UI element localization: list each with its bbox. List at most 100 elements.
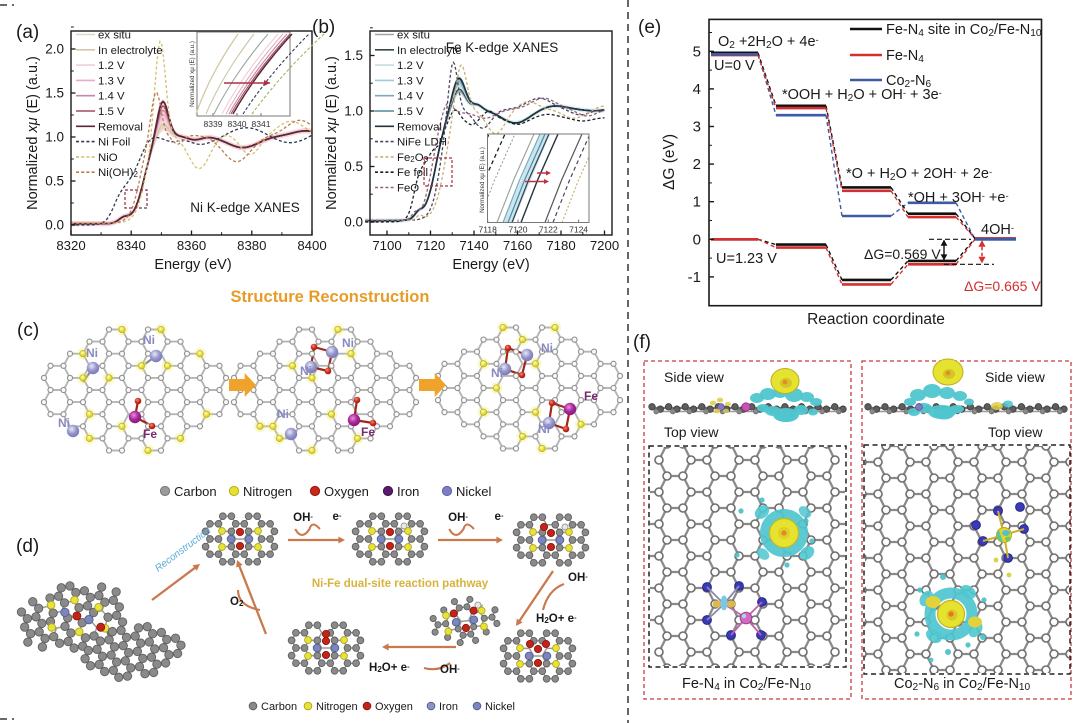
svg-text:0.0: 0.0 xyxy=(344,215,363,230)
svg-text:1.3 V: 1.3 V xyxy=(397,75,424,87)
svg-text:Fe-N4 site in Co2/Fe-N10: Fe-N4 site in Co2/Fe-N10 xyxy=(886,22,1042,39)
svg-text:Nickel: Nickel xyxy=(485,701,515,713)
svg-text:(e): (e) xyxy=(638,17,661,38)
svg-text:8340: 8340 xyxy=(228,119,247,129)
svg-text:1.4 V: 1.4 V xyxy=(397,91,424,103)
svg-text:1.3 V: 1.3 V xyxy=(98,75,125,87)
svg-text:Carbon: Carbon xyxy=(261,701,297,713)
svg-text:ex situ: ex situ xyxy=(397,30,430,42)
svg-text:1.0: 1.0 xyxy=(344,104,363,119)
svg-text:ΔG=0.665 V: ΔG=0.665 V xyxy=(964,278,1041,294)
svg-text:Ni: Ni xyxy=(300,364,312,378)
svg-text:(c): (c) xyxy=(17,320,39,341)
svg-text:Fe-N4: Fe-N4 xyxy=(886,48,924,65)
svg-text:1.5: 1.5 xyxy=(45,86,64,101)
svg-text:Fe K-edge XANES: Fe K-edge XANES xyxy=(446,40,559,55)
svg-text:e-: e- xyxy=(333,511,342,523)
svg-text:Ni: Ni xyxy=(58,416,70,430)
svg-text:Fe2O3: Fe2O3 xyxy=(397,152,429,164)
svg-text:ex situ: ex situ xyxy=(98,30,131,42)
svg-text:OH-: OH- xyxy=(568,572,588,584)
svg-text:Reaction coordinate: Reaction coordinate xyxy=(807,311,945,328)
svg-text:In electrolyte: In electrolyte xyxy=(98,45,163,57)
svg-text:O2: O2 xyxy=(230,596,244,608)
svg-text:7118: 7118 xyxy=(479,225,498,235)
svg-text:In electrolyte: In electrolyte xyxy=(397,45,462,57)
svg-text:1.5 V: 1.5 V xyxy=(397,106,424,118)
svg-text:Ni: Ni xyxy=(538,422,550,436)
svg-text:1.5 V: 1.5 V xyxy=(98,106,125,118)
svg-text:Energy (eV): Energy (eV) xyxy=(452,257,529,273)
svg-text:0: 0 xyxy=(693,231,701,248)
svg-text:Iron: Iron xyxy=(397,484,419,499)
svg-text:7122: 7122 xyxy=(539,225,558,235)
svg-text:1.2 V: 1.2 V xyxy=(397,60,424,72)
svg-text:FeO: FeO xyxy=(397,183,419,195)
svg-text:Ni K-edge XANES: Ni K-edge XANES xyxy=(190,200,300,215)
svg-text:ΔG (eV): ΔG (eV) xyxy=(661,134,678,190)
svg-text:Nitrogen: Nitrogen xyxy=(316,701,358,713)
svg-text:0.5: 0.5 xyxy=(344,159,363,174)
svg-text:*O + H2O + 2OH- + 2e-: *O + H2O + 2OH- + 2e- xyxy=(846,166,992,183)
svg-text:H2O+ e-: H2O+ e- xyxy=(536,613,577,626)
svg-text:Fe-N4 in Co2/Fe-N10: Fe-N4 in Co2/Fe-N10 xyxy=(682,676,811,693)
svg-text:8341: 8341 xyxy=(252,119,271,129)
svg-text:OH-: OH- xyxy=(440,664,460,676)
svg-text:Co2-N6 in Co2/Fe-N10: Co2-N6 in Co2/Fe-N10 xyxy=(894,676,1031,693)
svg-text:U=0 V: U=0 V xyxy=(714,58,755,74)
svg-text:7100: 7100 xyxy=(372,238,401,253)
svg-text:(d): (d) xyxy=(16,536,39,557)
svg-text:NiFe LDH: NiFe LDH xyxy=(397,137,447,149)
svg-text:Side view: Side view xyxy=(985,369,1046,385)
svg-text:8320: 8320 xyxy=(56,238,85,253)
svg-text:Normalized xμ (E) (a.u.): Normalized xμ (E) (a.u.) xyxy=(324,56,340,210)
svg-text:4OH-: 4OH- xyxy=(981,222,1014,238)
svg-text:8380: 8380 xyxy=(237,238,266,253)
svg-text:*OH + 3OH- +e-: *OH + 3OH- +e- xyxy=(908,190,1009,206)
svg-text:8360: 8360 xyxy=(177,238,206,253)
svg-text:0.5: 0.5 xyxy=(45,174,64,189)
svg-text:Energy (eV): Energy (eV) xyxy=(154,257,231,273)
svg-text:U=1.23 V: U=1.23 V xyxy=(716,251,777,267)
svg-text:Ni: Ni xyxy=(491,366,503,380)
svg-text:7180: 7180 xyxy=(546,238,575,253)
svg-text:Top view: Top view xyxy=(664,424,719,440)
svg-text:Ni(OH)2: Ni(OH)2 xyxy=(98,167,138,179)
svg-text:NiO: NiO xyxy=(98,152,118,164)
svg-text:OH-: OH- xyxy=(448,512,468,524)
svg-text:Ni: Ni xyxy=(86,346,98,360)
svg-text:2.0: 2.0 xyxy=(45,42,64,57)
svg-text:Top view: Top view xyxy=(988,424,1043,440)
svg-text:(f): (f) xyxy=(633,332,651,353)
svg-text:4: 4 xyxy=(693,81,701,98)
svg-text:7124: 7124 xyxy=(569,225,588,235)
svg-text:8340: 8340 xyxy=(117,238,146,253)
svg-text:O2 +2H2O + 4e-: O2 +2H2O + 4e- xyxy=(718,34,819,51)
svg-text:Fe foil: Fe foil xyxy=(397,167,428,179)
svg-text:5: 5 xyxy=(693,43,701,60)
svg-text:Structure Reconstruction: Structure Reconstruction xyxy=(231,288,430,306)
svg-text:7200: 7200 xyxy=(590,238,619,253)
svg-text:Normalized xμ (E) (a.u.): Normalized xμ (E) (a.u.) xyxy=(189,41,196,107)
svg-text:(b): (b) xyxy=(312,17,335,38)
svg-text:Oxygen: Oxygen xyxy=(324,484,369,499)
svg-text:Iron: Iron xyxy=(439,701,458,713)
svg-text:7120: 7120 xyxy=(416,238,445,253)
svg-text:Removal: Removal xyxy=(98,121,143,133)
svg-text:8400: 8400 xyxy=(297,238,326,253)
svg-text:Carbon: Carbon xyxy=(174,484,217,499)
svg-text:Oxygen: Oxygen xyxy=(375,701,413,713)
svg-text:Ni Foil: Ni Foil xyxy=(98,137,130,149)
svg-text:0.0: 0.0 xyxy=(45,218,64,233)
svg-text:1.2 V: 1.2 V xyxy=(98,60,125,72)
svg-text:ΔG=0.569 V: ΔG=0.569 V xyxy=(864,246,941,262)
svg-text:7160: 7160 xyxy=(503,238,532,253)
svg-text:Removal: Removal xyxy=(397,121,442,133)
svg-text:1.5: 1.5 xyxy=(344,48,363,63)
svg-text:2: 2 xyxy=(693,156,701,173)
svg-text:(a): (a) xyxy=(16,22,39,43)
svg-text:Fe: Fe xyxy=(143,427,157,441)
svg-text:H2O+ e-: H2O+ e- xyxy=(369,662,410,675)
svg-text:3: 3 xyxy=(693,119,701,136)
svg-text:7140: 7140 xyxy=(459,238,488,253)
